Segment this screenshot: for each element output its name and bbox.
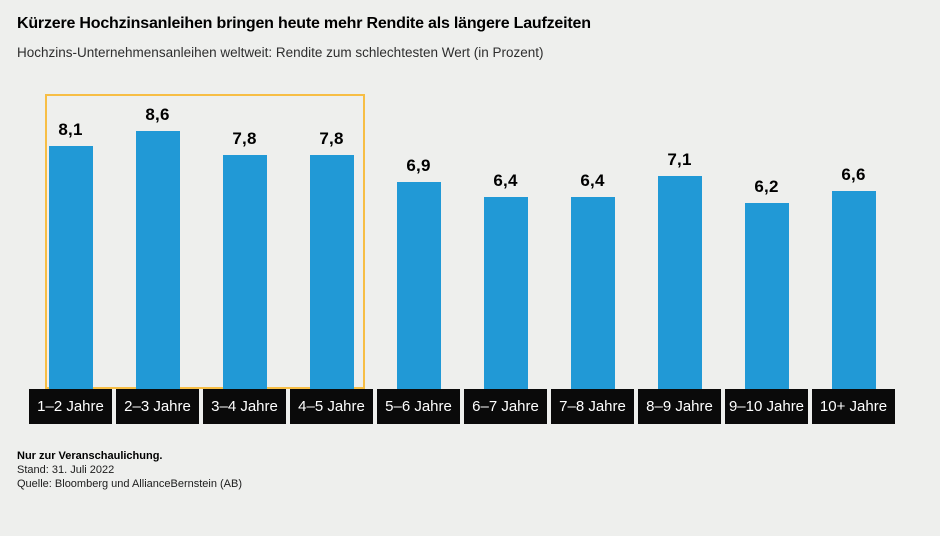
x-axis-label: 8–9 Jahre: [638, 389, 721, 424]
footnote-disclaimer: Nur zur Veranschaulichung.: [17, 450, 163, 462]
bar-value-label: 7,8: [232, 129, 257, 148]
bar: [48, 146, 93, 389]
bar-value-label: 6,4: [493, 171, 518, 190]
x-axis-label: 3–4 Jahre: [203, 389, 286, 424]
x-axis-label: 10+ Jahre: [812, 389, 895, 424]
bar-value-label: 8,1: [58, 120, 83, 139]
x-axis-label: 4–5 Jahre: [290, 389, 373, 424]
x-axis-label: 6–7 Jahre: [464, 389, 547, 424]
bar-value-label: 8,6: [145, 105, 170, 124]
footnote-source: Quelle: Bloomberg und AllianceBernstein …: [17, 478, 243, 490]
bar: [396, 182, 441, 389]
bar: [309, 155, 354, 389]
bar-group: 6,9: [377, 94, 460, 389]
x-axis-label: 9–10 Jahre: [725, 389, 808, 424]
bar-value-label: 6,2: [754, 177, 779, 196]
bar-group: 6,4: [464, 94, 547, 389]
bar-value-label: 7,8: [319, 129, 344, 148]
bar-group: 8,1: [29, 94, 112, 389]
bar-group: 7,1: [638, 94, 721, 389]
x-axis-label: 5–6 Jahre: [377, 389, 460, 424]
highlight-box-short-maturities: [45, 94, 365, 389]
footnote-date: Stand: 31. Juli 2022: [17, 464, 115, 476]
bar-group: 6,4: [551, 94, 634, 389]
bar: [222, 155, 267, 389]
x-axis-label: 2–3 Jahre: [116, 389, 199, 424]
bar: [744, 203, 789, 389]
bar: [483, 197, 528, 389]
chart-title: Kürzere Hochzinsanleihen bringen heute m…: [17, 15, 591, 32]
bar: [570, 197, 615, 389]
x-axis-labels: 1–2 Jahre 2–3 Jahre 3–4 Jahre 4–5 Jahre 5–6 …: [29, 389, 895, 424]
bar-group: 7,8: [290, 94, 373, 389]
bar: [831, 191, 876, 389]
bar-value-label: 6,6: [841, 165, 866, 184]
bar-group: 6,6: [812, 94, 895, 389]
bar-group: 7,8: [203, 94, 286, 389]
bars-area: 8,1 8,6 7,8 7,8 6,9 6,4 6,4 7,1 6,2 6,6: [29, 94, 895, 389]
bar: [657, 176, 702, 389]
x-axis-label: 1–2 Jahre: [29, 389, 112, 424]
chart-subtitle: Hochzins-Unternehmensanleihen weltweit: …: [17, 45, 544, 60]
bar-value-label: 7,1: [667, 150, 692, 169]
bar-group: 8,6: [116, 94, 199, 389]
bar: [135, 131, 180, 389]
bar-group: 6,2: [725, 94, 808, 389]
bar-value-label: 6,9: [406, 156, 431, 175]
footnote: Nur zur Veranschaulichung. Stand: 31. Ju…: [17, 449, 242, 491]
bar-value-label: 6,4: [580, 171, 605, 190]
x-axis-label: 7–8 Jahre: [551, 389, 634, 424]
